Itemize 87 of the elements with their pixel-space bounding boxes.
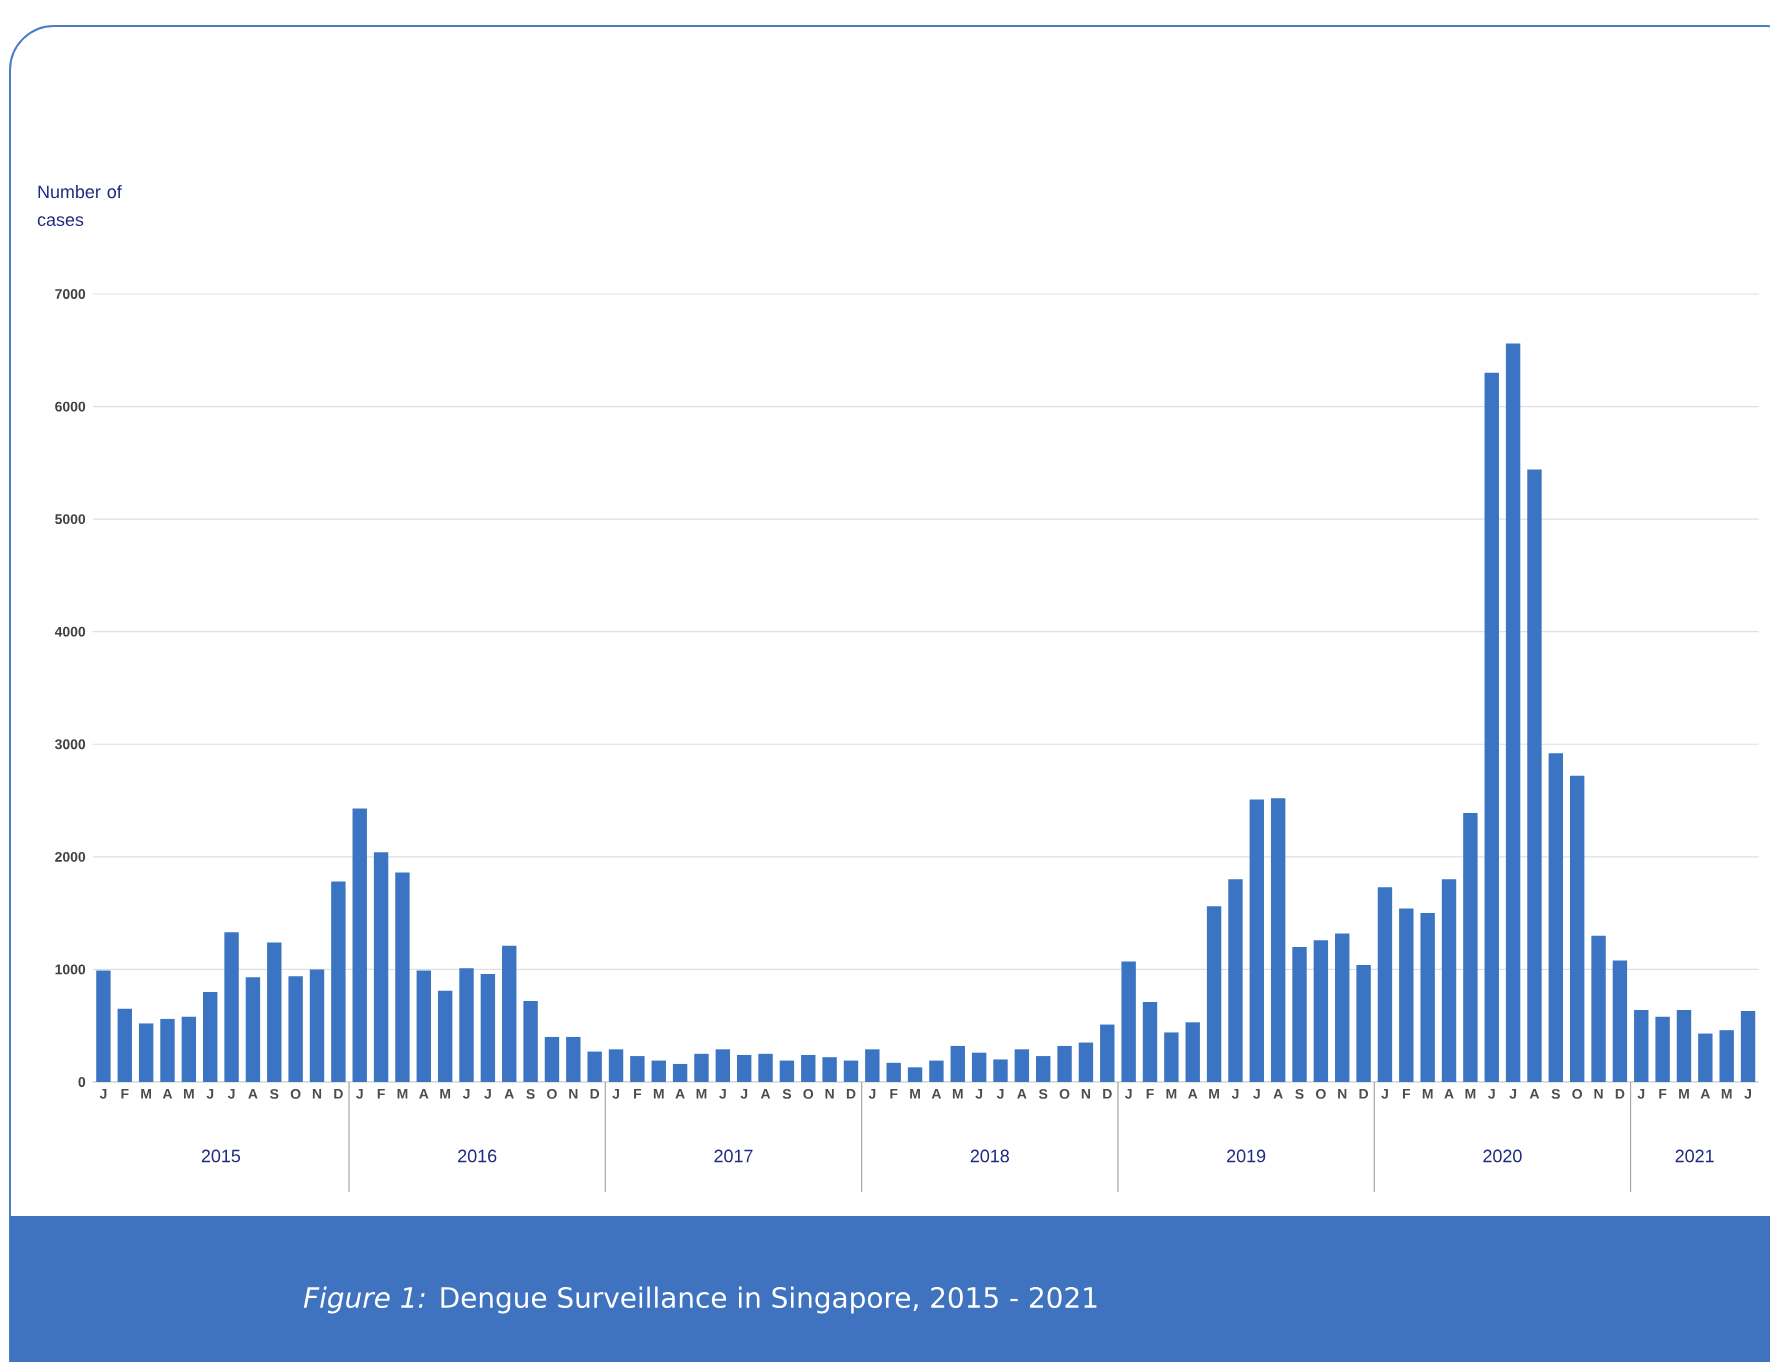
bar <box>1527 469 1542 1082</box>
text: 2018 <box>970 1149 1009 1163</box>
y-axis-title: Number of cases <box>37 185 122 227</box>
bar <box>416 970 431 1082</box>
text: 2021 <box>1675 1149 1714 1163</box>
bar <box>1249 799 1264 1082</box>
bar <box>1698 1033 1713 1082</box>
bar <box>1100 1024 1115 1082</box>
bar <box>651 1060 666 1082</box>
bar <box>523 1000 538 1082</box>
text: 2019 <box>1227 1149 1266 1163</box>
bar <box>1719 1030 1734 1082</box>
bar <box>437 990 453 1082</box>
bar <box>1463 812 1478 1082</box>
bar <box>758 1053 773 1082</box>
bar <box>373 852 389 1082</box>
bar <box>1335 933 1350 1082</box>
bar <box>1441 879 1457 1082</box>
bar <box>160 1018 175 1082</box>
bar <box>886 1062 901 1082</box>
bar <box>309 969 325 1082</box>
bar <box>1014 1049 1030 1082</box>
bar <box>352 808 367 1082</box>
bar <box>1591 935 1606 1082</box>
bar <box>672 1063 688 1082</box>
bar <box>459 968 474 1082</box>
bar <box>1612 960 1628 1082</box>
bar <box>1484 372 1499 1082</box>
bar <box>1292 946 1307 1082</box>
bar <box>843 1060 859 1082</box>
bar <box>1655 1016 1670 1082</box>
bar <box>630 1056 645 1082</box>
bar <box>480 973 496 1082</box>
bar <box>96 970 111 1082</box>
bar <box>694 1053 709 1082</box>
bar <box>1399 908 1414 1082</box>
bar <box>1270 798 1286 1082</box>
bar <box>822 1057 837 1082</box>
bar <box>395 872 410 1082</box>
text: Figure 1: Dengue Surveillance in Singapore, 2015 - 2021 <box>303 1286 1097 1314</box>
bar <box>138 1023 154 1082</box>
bar <box>1548 753 1564 1082</box>
bar <box>1185 1022 1200 1082</box>
bar <box>181 1016 197 1082</box>
bar <box>1505 343 1521 1082</box>
bar <box>331 881 346 1082</box>
bar <box>1057 1045 1072 1082</box>
bar <box>865 1049 880 1082</box>
bar <box>1377 887 1393 1082</box>
bar <box>950 1045 965 1082</box>
text: 2015 <box>201 1149 241 1163</box>
bar <box>971 1052 987 1082</box>
bar <box>801 1054 816 1082</box>
bar <box>587 1051 602 1082</box>
text: 2016 <box>458 1149 497 1163</box>
bar <box>288 976 303 1082</box>
bar <box>224 932 239 1082</box>
bar <box>1228 879 1243 1082</box>
bar <box>1164 1032 1179 1082</box>
bar <box>502 945 517 1082</box>
bar <box>1142 1002 1158 1082</box>
bar <box>608 1049 624 1082</box>
bar <box>1356 964 1371 1082</box>
bar <box>566 1036 581 1082</box>
bar <box>1206 906 1222 1082</box>
bar <box>544 1036 560 1082</box>
bar <box>1313 940 1329 1082</box>
bar <box>1569 775 1585 1082</box>
bar <box>1121 961 1136 1082</box>
bar <box>1036 1056 1051 1082</box>
bar <box>203 991 218 1082</box>
bar <box>1676 1009 1692 1082</box>
text: 2020 <box>1483 1149 1522 1163</box>
bar <box>779 1060 795 1082</box>
bar <box>715 1049 731 1082</box>
bar <box>907 1067 923 1082</box>
bar <box>267 942 282 1082</box>
bar <box>929 1060 944 1082</box>
bar <box>1634 1009 1649 1082</box>
bar <box>736 1054 752 1082</box>
bar <box>245 977 261 1082</box>
bar <box>993 1059 1008 1082</box>
bar <box>1740 1011 1756 1082</box>
bar <box>117 1008 132 1082</box>
bar <box>1078 1042 1094 1082</box>
bar <box>1420 913 1435 1082</box>
text: 2017 <box>714 1149 753 1163</box>
